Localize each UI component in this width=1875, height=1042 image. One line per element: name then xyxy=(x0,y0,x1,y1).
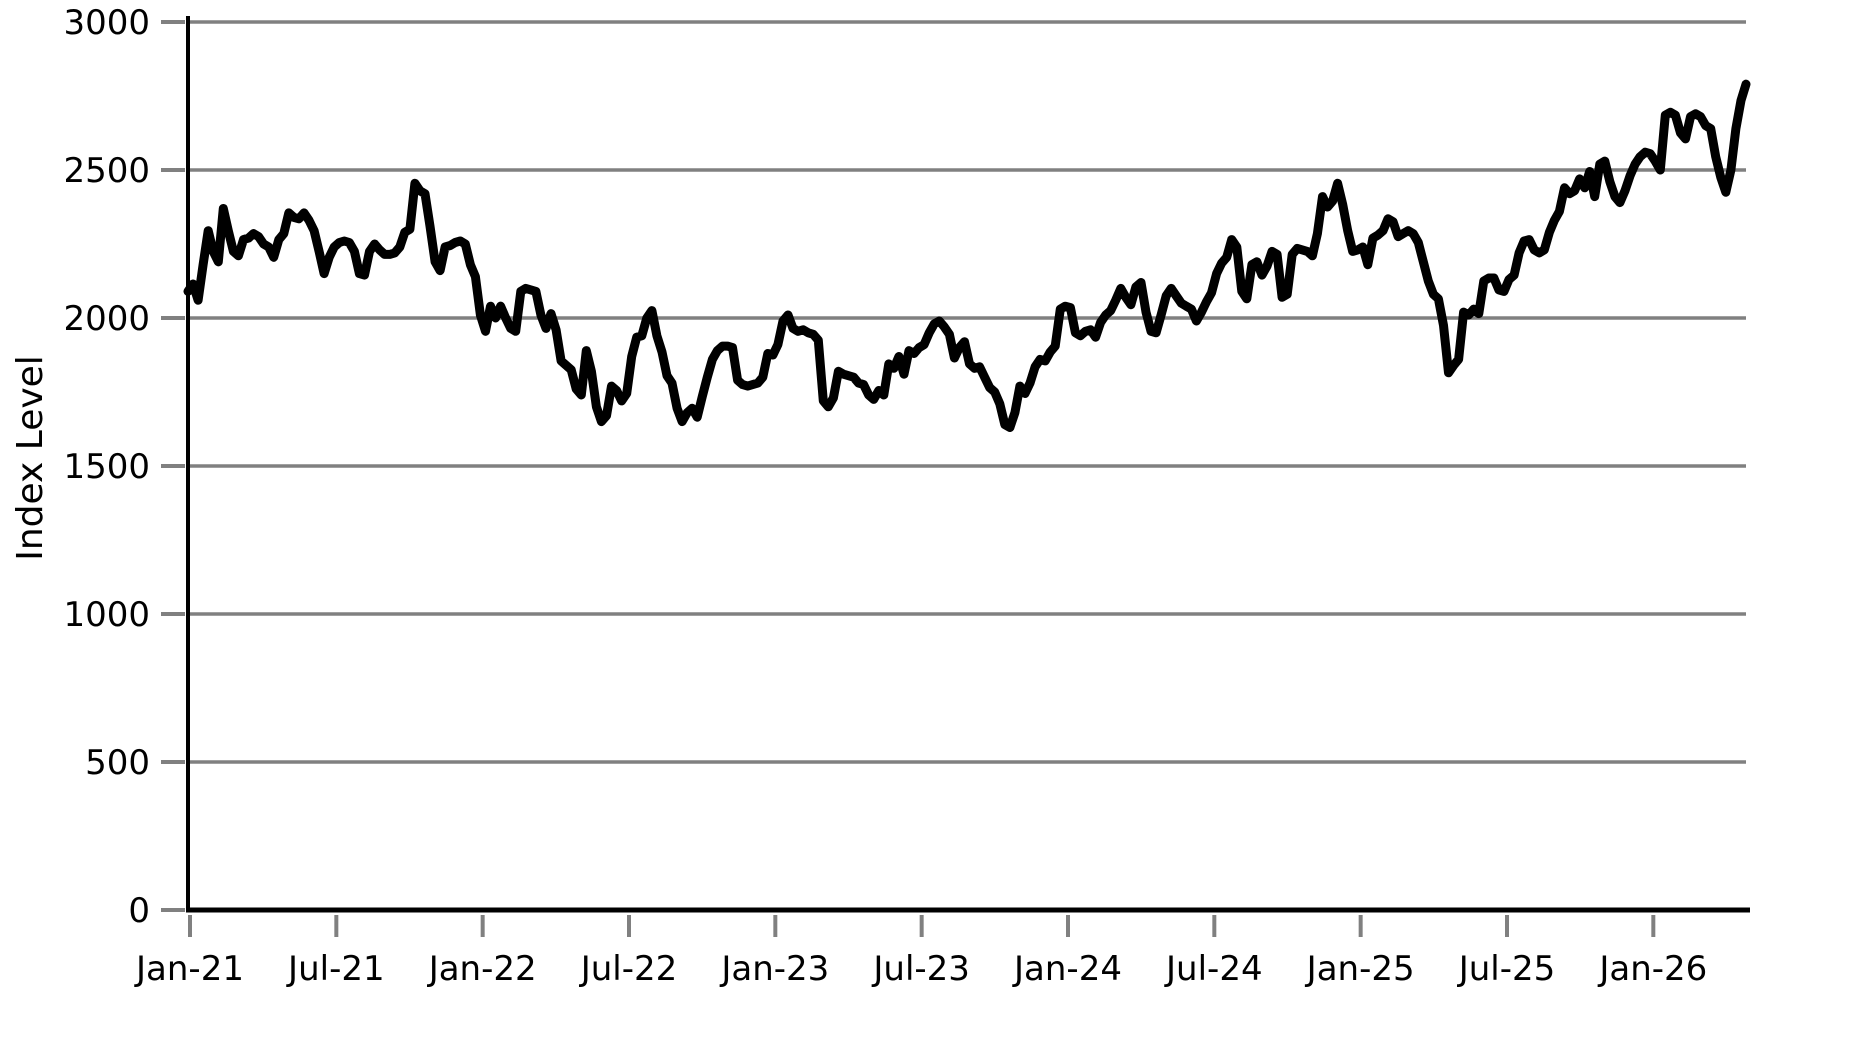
y-tick-label-3000: 3000 xyxy=(63,3,150,43)
y-tick-label-2000: 2000 xyxy=(63,299,150,339)
y-tick-label-1500: 1500 xyxy=(63,447,150,487)
y-tick-label-2500: 2500 xyxy=(63,151,150,191)
x-tick-label-Jan-25: Jan-25 xyxy=(1305,949,1415,989)
x-tick-label-Jul-23: Jul-23 xyxy=(871,949,970,989)
index-level-line xyxy=(183,79,1751,432)
x-tick-label-Jul-21: Jul-21 xyxy=(286,949,385,989)
x-tick-label-Jan-21: Jan-21 xyxy=(134,949,244,989)
x-tick-label-Jan-24: Jan-24 xyxy=(1012,949,1122,989)
x-tick-label-Jul-25: Jul-25 xyxy=(1457,949,1556,989)
x-tick-label-Jan-26: Jan-26 xyxy=(1597,949,1707,989)
x-tick-label-Jul-24: Jul-24 xyxy=(1164,949,1263,989)
y-tick-label-0: 0 xyxy=(128,891,150,931)
y-axis-label: Index Level xyxy=(10,355,51,561)
x-tick-label-Jul-22: Jul-22 xyxy=(579,949,678,989)
y-tick-label-500: 500 xyxy=(85,743,150,783)
x-tick-label-Jan-23: Jan-23 xyxy=(719,949,829,989)
x-tick-label-Jan-22: Jan-22 xyxy=(427,949,537,989)
y-tick-label-1000: 1000 xyxy=(63,595,150,635)
